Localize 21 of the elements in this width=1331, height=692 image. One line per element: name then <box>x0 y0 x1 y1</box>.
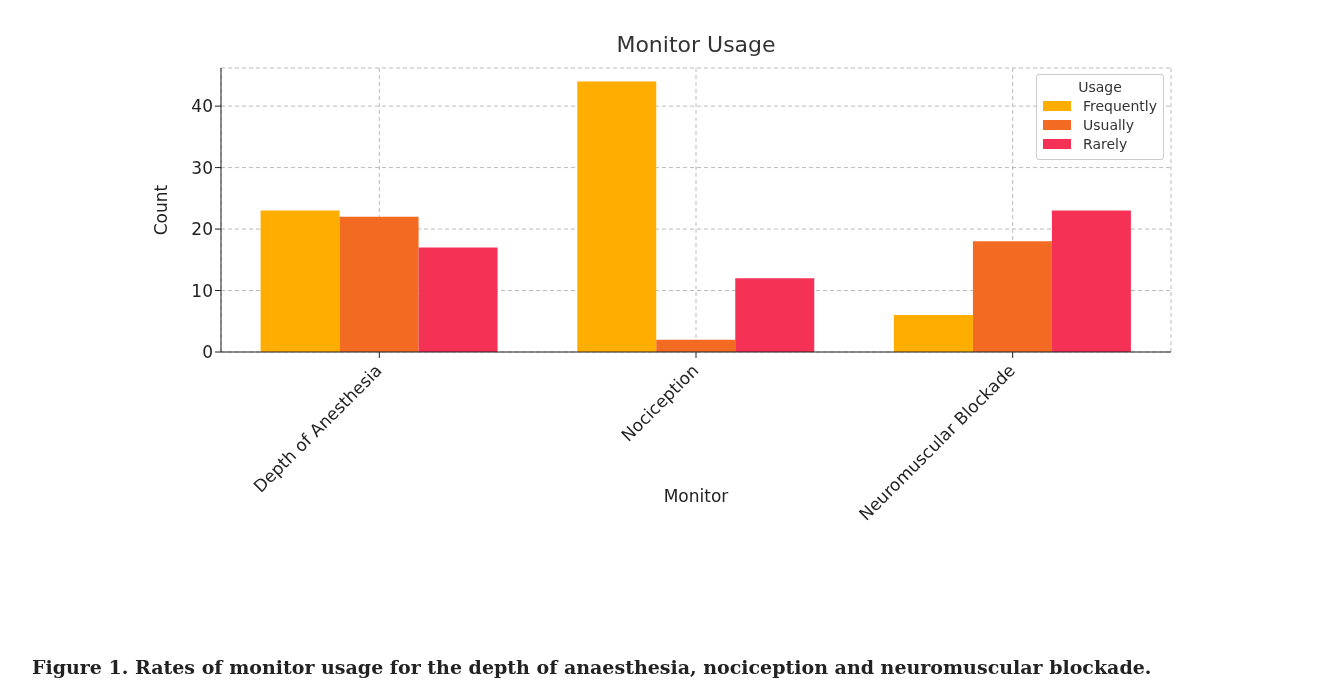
chart-title: Monitor Usage <box>616 32 776 57</box>
y-axis-title: Count <box>151 184 172 236</box>
y-tick-label: 20 <box>191 219 213 240</box>
y-tick-label: 0 <box>202 342 213 363</box>
x-axis-title: Monitor <box>663 486 729 506</box>
bar <box>893 315 973 352</box>
bar <box>577 81 657 352</box>
y-tick-label: 40 <box>191 96 213 117</box>
bar <box>735 278 815 352</box>
caption: Figure 1. Rates of monitor usage for the depth of anaesthesia, nociception and neuromuscular blockade. <box>32 656 1153 678</box>
y-tick-label: 10 <box>191 280 213 301</box>
bar <box>1051 210 1131 352</box>
bar <box>972 241 1052 352</box>
bar <box>260 210 340 352</box>
legend-label: Frequently <box>1082 98 1157 114</box>
y-tick-label: 30 <box>191 157 213 178</box>
bar <box>418 247 498 352</box>
bar <box>339 216 419 352</box>
legend-label: Usually <box>1082 117 1135 133</box>
legend-label: Rarely <box>1082 136 1128 152</box>
legend-title: Usage <box>1077 79 1123 95</box>
